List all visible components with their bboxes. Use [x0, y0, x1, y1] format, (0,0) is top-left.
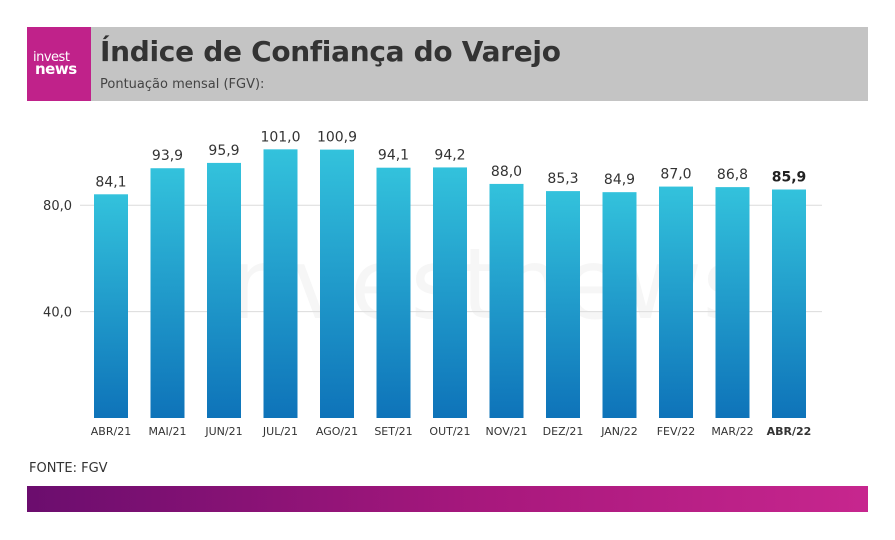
y-tick-label: 40,0 [43, 306, 72, 321]
bar [602, 192, 637, 418]
bar [772, 189, 806, 418]
x-tick-label: JAN/22 [600, 425, 638, 438]
logo-text-news: news [35, 60, 77, 78]
bar-value-label: 86,8 [717, 167, 748, 183]
x-tick-label: DEZ/21 [543, 425, 584, 438]
bar [263, 149, 298, 418]
bar-value-label: 93,9 [152, 148, 183, 164]
x-tick-label: JUN/21 [204, 425, 242, 438]
investnews-logo: invest news [27, 27, 91, 101]
bar [715, 187, 750, 418]
x-tick-label: FEV/22 [657, 425, 696, 438]
bar-value-label: 85,3 [547, 171, 578, 187]
bar-value-label: 95,9 [208, 143, 239, 159]
bar [207, 162, 241, 418]
bar-value-label: 87,0 [660, 167, 691, 183]
bar-value-label: 94,2 [434, 147, 465, 163]
x-tick-label: OUT/21 [429, 425, 470, 438]
bar-value-label: 100,9 [317, 130, 357, 146]
chart-title: Índice de Confiança do Varejo [100, 35, 561, 68]
bar [376, 167, 411, 418]
x-tick-label: ABR/22 [767, 425, 812, 438]
bar-value-label: 94,1 [378, 148, 409, 164]
x-tick-label: ABR/21 [91, 425, 131, 438]
bar-value-label: 88,0 [491, 164, 522, 180]
bar [320, 149, 354, 418]
bar [150, 168, 185, 418]
bar-value-label: 84,9 [604, 172, 635, 188]
chart-header: invest news Índice de Confiança do Varej… [27, 27, 868, 101]
bar-value-label: 85,9 [772, 170, 807, 186]
x-tick-label: JUL/21 [262, 425, 298, 438]
x-tick-label: MAR/22 [711, 425, 753, 438]
bar [546, 191, 580, 418]
x-tick-label: NOV/21 [486, 425, 528, 438]
bar [659, 186, 693, 418]
bar [489, 183, 524, 418]
x-tick-label: MAI/21 [149, 425, 187, 438]
x-tick-label: SET/21 [374, 425, 412, 438]
footer-gradient-bar [27, 486, 868, 512]
logo-text-invest: invest [33, 50, 70, 65]
x-tick-label: AGO/21 [316, 425, 358, 438]
bar-value-label: 101,0 [260, 129, 300, 145]
source-note: FONTE: FGV [29, 461, 108, 476]
bar-value-label: 84,1 [95, 174, 126, 190]
y-tick-label: 80,0 [43, 199, 72, 214]
chart-subtitle: Pontuação mensal (FGV): [100, 77, 265, 92]
bar [433, 167, 467, 418]
bar [94, 194, 128, 418]
